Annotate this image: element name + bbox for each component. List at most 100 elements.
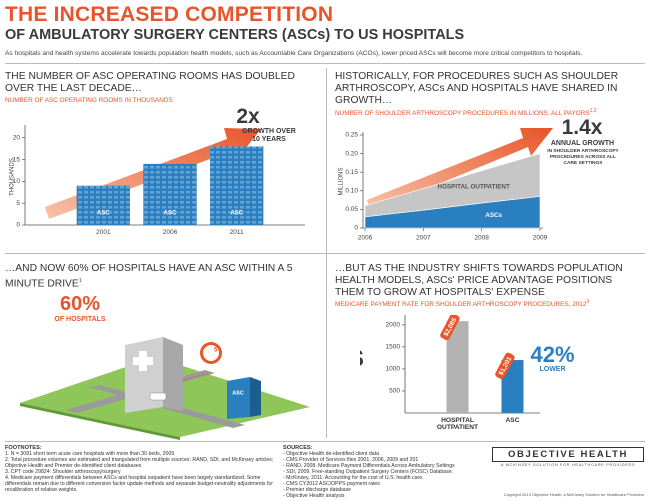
footnote-ref: 3 xyxy=(586,299,590,305)
badge xyxy=(440,315,460,341)
sources-heading: SOURCES: xyxy=(283,445,313,451)
y-tick-label: 10 xyxy=(13,178,21,185)
footnote-ref: 1,2 xyxy=(589,108,597,114)
logo-tagline: A MCKINSEY SOLUTION FOR HEALTHCARE PROVI… xyxy=(500,462,636,467)
x-tick-label: 2007 xyxy=(416,235,431,242)
list-item: - SDI, 2009. Free-standing Outpatient Su… xyxy=(283,469,454,475)
hospital-side xyxy=(163,337,183,411)
y-tick-label: 0 xyxy=(354,225,358,232)
clock-face xyxy=(203,345,219,361)
y-tick-label: 15 xyxy=(13,156,21,163)
footnote-ref: 1 xyxy=(78,278,82,284)
subtitle: OF AMBULATORY SURGERY CENTERS (ASCs) TO … xyxy=(5,27,465,43)
y-tick-label: 1000 xyxy=(386,366,401,373)
bar xyxy=(210,146,264,225)
sources: SOURCES: - Objective Health de-identifie… xyxy=(283,445,483,499)
divider xyxy=(5,63,645,64)
building-label: ASC xyxy=(232,390,244,396)
bar-label: ASC xyxy=(164,211,177,217)
list-item: - Premier discharge database xyxy=(283,487,352,493)
drive-path xyxy=(182,372,212,381)
y-tick-label: 0.25 xyxy=(345,132,358,139)
stat: 60% xyxy=(59,293,101,315)
annotation: 1.4x xyxy=(561,116,603,139)
annotation: 42% xyxy=(530,342,575,367)
annotation-detail: IN SHOULDER ARTHROSCOPY PROCEDURES ACROS… xyxy=(547,149,619,166)
annotation-label: ANNUAL GROWTH xyxy=(550,140,615,147)
x-tick-label: 2011 xyxy=(229,229,244,236)
y-axis-label: $ xyxy=(360,345,364,372)
list-item: 4. Medicare payment differentials betwee… xyxy=(5,475,273,493)
hospital-cross xyxy=(133,357,153,365)
clock-label: 5 xyxy=(214,348,218,354)
list-item: 2. Total procedure volumes are estimated… xyxy=(5,457,274,469)
logo: OBJECTIVE HEALTH xyxy=(492,447,644,462)
panel-title: …BUT AS THE INDUSTRY SHIFTS TOWARDS POPU… xyxy=(335,263,623,298)
growth-arrow xyxy=(367,128,553,212)
copyright: Copyright 2013 Objective Health, a McKin… xyxy=(503,492,644,497)
y-tick-label: 500 xyxy=(389,388,400,395)
panel-title: THE NUMBER OF ASC OPERATING ROOMS HAS DO… xyxy=(5,71,295,94)
x-tick-label: 2001 xyxy=(96,229,111,236)
x-tick-label-box: 2001 xyxy=(96,229,111,236)
illustration: 5 ASC xyxy=(20,337,310,440)
y-tick-label: 0.20 xyxy=(345,150,358,157)
subtitle-text: MEDICARE PAYMENT RATE FOR SHOULDER ARTHR… xyxy=(335,301,587,309)
series-label: ASCs xyxy=(485,212,502,219)
annotation-label: GROWTH OVER 10 YEARS xyxy=(242,128,296,143)
list-item: - Objective Health de-identified client … xyxy=(283,451,380,457)
footnotes-heading: FOOTNOTES: xyxy=(5,445,42,451)
ground-edge xyxy=(20,403,180,440)
annotation: 2x xyxy=(236,105,260,128)
list-item: 1. N = 3081 short term acute care hospit… xyxy=(5,451,175,457)
x-tick-label-box: 2011 xyxy=(229,229,244,236)
asc-building-side xyxy=(250,377,261,417)
y-tick-label: 0.10 xyxy=(345,188,358,195)
hospital xyxy=(125,337,163,413)
y-tick-label: 0.15 xyxy=(345,169,358,176)
footnotes: FOOTNOTES: 1. N = 3081 short term acute … xyxy=(5,445,277,493)
list-item: 3. CPT code 29824: Shoulder arthroscopy/… xyxy=(5,469,121,475)
chart: 0 0.05 0.10 0.15 0.20 0.25 MILLIONS 2006 2007 200… xyxy=(339,128,553,242)
area xyxy=(364,153,541,218)
y-tick-label: 2000 xyxy=(386,322,401,329)
subtitle-text: NUMBER OF SHOULDER ARTHROSCOPY PROCEDURE… xyxy=(335,110,590,118)
series-label: HOSPITAL OUTPATIENT xyxy=(438,184,510,191)
bar xyxy=(143,163,197,225)
x-tick-label-box: HOSPITAL OUTPATIENT xyxy=(436,417,479,431)
x-tick-label-box: 2006 xyxy=(162,229,178,236)
bar-label: ASC xyxy=(97,211,110,217)
panel-subtitle: NUMBER OF SHOULDER ARTHROSCOPY PROCEDURE… xyxy=(335,108,597,117)
intro: As hospitals and health systems accelera… xyxy=(5,50,583,57)
x-tick-label: HOSPITAL OUTPATIENT xyxy=(436,417,479,431)
y-tick-label: 1500 xyxy=(386,344,401,351)
car xyxy=(149,392,167,401)
y-axis-label: MILLIONS xyxy=(339,167,345,195)
asc-building xyxy=(227,377,250,419)
list-item: - CMS CY2012 ASC/OPPS payment rates xyxy=(283,481,380,487)
divider xyxy=(5,441,645,442)
x-tick-label: ASC xyxy=(505,417,520,424)
bar xyxy=(446,321,469,413)
x-tick-label: 2009 xyxy=(533,235,548,242)
x-tick-label: 2006 xyxy=(358,235,373,242)
x-tick-label: 2008 xyxy=(474,235,489,242)
y-axis-label: THOUSANDS xyxy=(10,158,16,196)
y-tick-label: 0.05 xyxy=(345,206,358,213)
footnote-list: 1. N = 3081 short term acute care hospit… xyxy=(5,451,277,493)
source-list: - Objective Health de-identified client … xyxy=(283,451,483,499)
list-item: - McKinsey, 2011. Accounting for the cos… xyxy=(283,475,424,481)
list-item: - Objective Health analysis xyxy=(283,493,345,499)
divider xyxy=(5,253,645,254)
bar xyxy=(501,360,524,413)
y-tick-label: 0 xyxy=(16,222,20,229)
stat-label: OF HOSPITALS xyxy=(54,316,106,323)
list-item: - RAND, 2008. Medicare Payment Different… xyxy=(283,463,455,469)
panel-subtitle: MEDICARE PAYMENT RATE FOR SHOULDER ARTHR… xyxy=(335,299,589,308)
y-tick-label: 5 xyxy=(16,200,20,207)
x-tick-label: 2006 xyxy=(162,229,178,236)
x-tick-label-box: ASC xyxy=(505,417,520,424)
list-item: - CMS Provider of Services files 2001, 2… xyxy=(283,457,419,463)
